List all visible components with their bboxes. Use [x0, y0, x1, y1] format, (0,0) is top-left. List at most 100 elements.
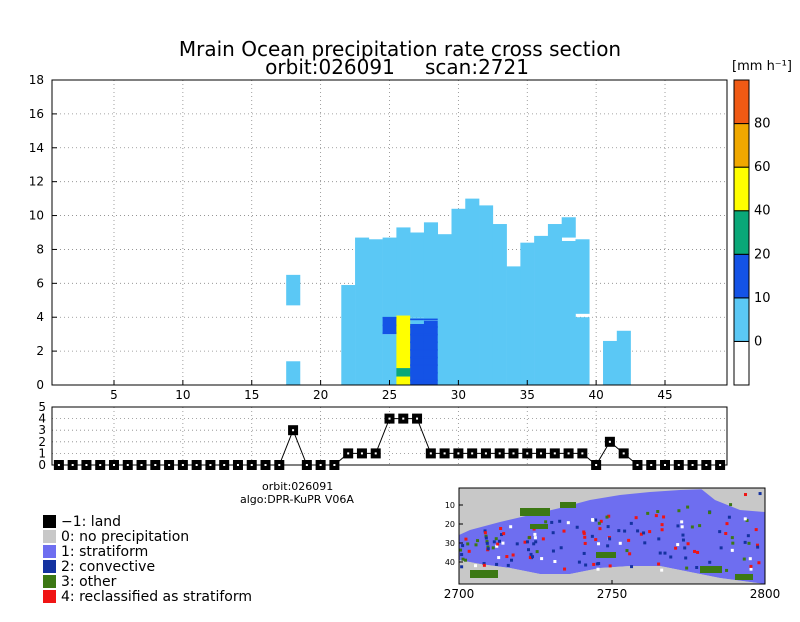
map-cell [525, 540, 529, 544]
series-marker-dot [112, 464, 115, 466]
map-other-patch [700, 566, 722, 573]
map-cell [719, 546, 723, 550]
map-clear-south [459, 560, 765, 584]
series-y-tick-label: 3 [38, 423, 46, 437]
map-x-tick-label: 2700 [444, 587, 475, 601]
map-cell [680, 520, 684, 524]
map-cell [636, 529, 640, 533]
series-marker-dot [608, 440, 611, 443]
precip-cell [575, 317, 590, 385]
map-cell [551, 549, 555, 553]
map-cell [483, 529, 487, 533]
legend-label: 1: stratiform [61, 544, 148, 560]
map-cell [743, 493, 747, 497]
cross-section-grid [52, 80, 727, 385]
map-cell [575, 525, 579, 529]
series-marker-dot [250, 464, 253, 466]
precip-cell [355, 237, 370, 385]
map-cell [648, 530, 652, 534]
y-tick-label: 14 [29, 141, 44, 155]
map-cell [748, 557, 752, 561]
precip-cell [396, 315, 411, 369]
precip-cell [575, 239, 590, 314]
series-marker-dot [705, 464, 708, 466]
map-cell [482, 562, 486, 566]
y-tick-label: 8 [36, 242, 44, 256]
map-cell [535, 550, 539, 554]
series-marker-dot [374, 452, 377, 455]
y-tick-label: 10 [29, 209, 44, 223]
map-cell [464, 558, 468, 562]
map-cell [630, 565, 634, 569]
map-cell [730, 536, 734, 540]
map-x-tick-label: 2750 [597, 587, 628, 601]
map-cell [608, 564, 612, 568]
colorbar-swatch [733, 166, 750, 212]
map-cell [598, 527, 602, 531]
map-cell [746, 534, 750, 538]
map-cell [718, 530, 722, 534]
map-cell [527, 548, 531, 552]
colorbar-label: 20 [754, 247, 771, 262]
map-cell [743, 540, 747, 544]
map-cell [484, 534, 488, 538]
series-marker-dot [71, 464, 74, 466]
map-cell [495, 544, 499, 548]
precip-cell [410, 317, 425, 324]
precip-cell [547, 224, 562, 385]
map-cell [501, 541, 505, 545]
series-marker-dot [168, 464, 171, 466]
series-marker-dot [223, 464, 226, 466]
map-cell [476, 539, 480, 543]
map-cell [625, 549, 629, 553]
map-cell [674, 546, 678, 550]
precip-cell [492, 224, 507, 385]
colorbar-swatch [733, 123, 750, 168]
precip-cell-detail [410, 364, 424, 366]
precip-cell [410, 324, 425, 385]
map-cell [515, 542, 519, 546]
map-cell [583, 535, 587, 539]
series-marker-dot [498, 452, 501, 455]
map-cell [483, 531, 487, 535]
map-y-tick-label: 30 [445, 539, 455, 548]
map-cell [482, 563, 486, 567]
precip-cell [520, 242, 535, 385]
map-cell [495, 562, 499, 566]
map-cell [533, 536, 537, 540]
colorbar-swatch [733, 210, 750, 255]
y-tick-label: 12 [29, 175, 44, 189]
series-marker-dot [360, 452, 363, 455]
x-tick-label: 15 [244, 388, 259, 402]
map-cell [749, 567, 753, 571]
map-cell [681, 533, 685, 537]
map-cell [758, 492, 762, 496]
precip-cell-detail [423, 333, 438, 336]
map-cell [660, 568, 664, 572]
map-cell [686, 542, 690, 546]
chart-subtitle-scan: scan:2721 [425, 55, 529, 79]
map-cell [658, 551, 662, 555]
series-marker-dot [264, 464, 267, 466]
map-cell [597, 521, 601, 525]
map-cell [466, 542, 470, 546]
series-marker-dot [195, 464, 198, 466]
legend-swatch [43, 530, 56, 543]
y-tick-label: 4 [36, 310, 44, 324]
precip-cell-detail [410, 326, 424, 328]
colorbar-swatch [733, 79, 750, 125]
map-cell [730, 548, 734, 552]
map-cell [544, 520, 548, 524]
map-cell [639, 532, 643, 536]
map-cell [534, 540, 538, 544]
series-marker-dot [416, 417, 419, 420]
x-tick-label: 20 [313, 388, 328, 402]
map-cell [627, 538, 631, 542]
map-cell [563, 567, 567, 571]
map-cell [533, 532, 537, 536]
colorbar: [mm h⁻¹] 0 10 20 40 60 80 [732, 59, 792, 386]
precip-cell-detail [410, 356, 424, 359]
map-cell [485, 540, 489, 544]
map-cell [590, 534, 594, 538]
